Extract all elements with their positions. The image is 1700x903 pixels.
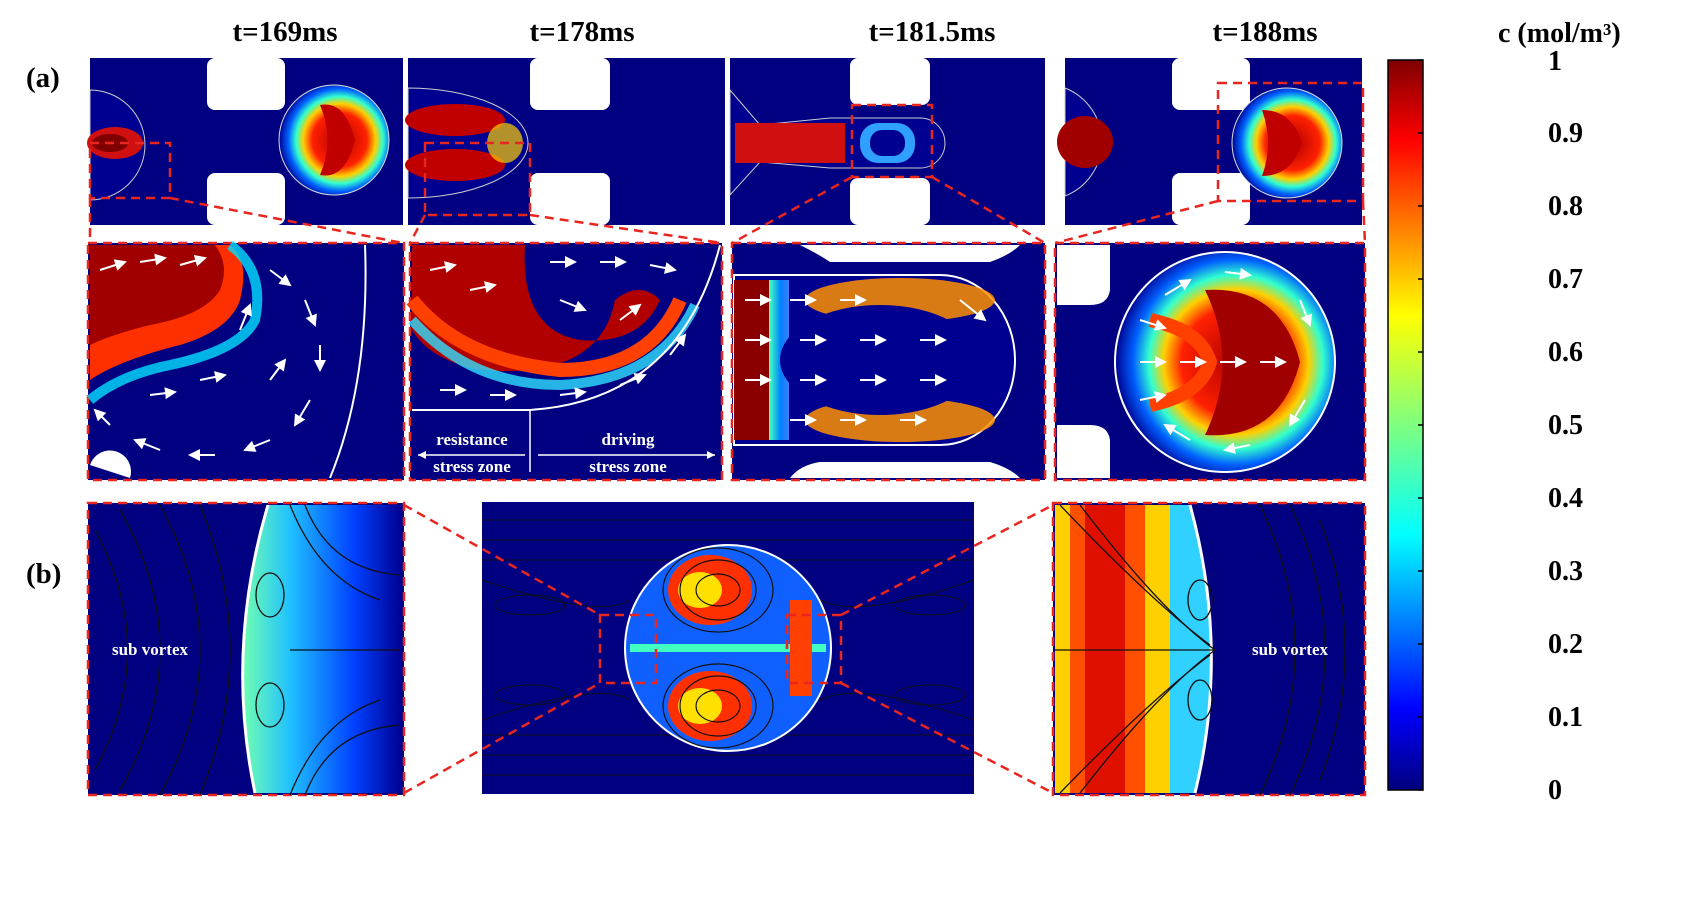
channel-panel-181	[729, 58, 1045, 225]
colorbar-tick-0.7: 0.7	[1548, 264, 1583, 295]
colorbar-tick-0.3: 0.3	[1548, 556, 1583, 587]
time-label-188: t=188ms	[1212, 16, 1318, 48]
zoom-connectors-a	[88, 175, 1367, 245]
colorbar-tick-0.4: 0.4	[1548, 483, 1583, 514]
streamline-zoom-right: sub vortex	[1051, 501, 1367, 797]
resistance-label-line2: stress zone	[433, 457, 511, 476]
panel-label-a: (a)	[26, 62, 60, 94]
channel-panel-188	[1057, 58, 1362, 225]
sub-vortex-label-right: sub vortex	[1252, 640, 1329, 659]
colorbar-tick-0.2: 0.2	[1548, 629, 1583, 660]
panel-label-b: (b)	[26, 558, 62, 590]
channel-panel-178	[405, 58, 725, 225]
zoom-connectors-b	[403, 503, 1054, 795]
colorbar-tick-0.1: 0.1	[1548, 702, 1583, 733]
driving-label-line2: stress zone	[589, 457, 667, 476]
streamline-zoom-left: sub vortex	[86, 501, 406, 797]
colorbar-tick-0.9: 0.9	[1548, 118, 1583, 149]
colorbar-tick-0.8: 0.8	[1548, 191, 1583, 222]
driving-label-line1: driving	[602, 430, 655, 449]
colorbar	[1387, 59, 1424, 791]
zoom-panel-181	[730, 241, 1047, 482]
time-label-181: t=181.5ms	[868, 16, 996, 48]
colorbar-tick-0.6: 0.6	[1548, 337, 1583, 368]
channel-panel-169	[87, 58, 403, 225]
time-label-169: t=169ms	[232, 16, 338, 48]
colorbar-ticks	[1418, 59, 1423, 791]
top-highlight-boxes	[88, 81, 1365, 217]
resistance-label-line1: resistance	[436, 430, 508, 449]
colorbar-title: c (mol/m³)	[1498, 18, 1621, 49]
time-label-178: t=178ms	[529, 16, 635, 48]
colorbar-tick-0: 0	[1548, 775, 1562, 806]
colorbar-tick-1: 1	[1548, 46, 1562, 77]
zoom-panel-178: resistance stress zone driving stress zo…	[406, 241, 724, 482]
zoom-panel-169	[86, 240, 406, 482]
colorbar-tick-0.5: 0.5	[1548, 410, 1583, 441]
streamline-main	[481, 502, 975, 794]
zoom-panel-188	[1053, 241, 1367, 482]
sub-vortex-label-left: sub vortex	[112, 640, 189, 659]
